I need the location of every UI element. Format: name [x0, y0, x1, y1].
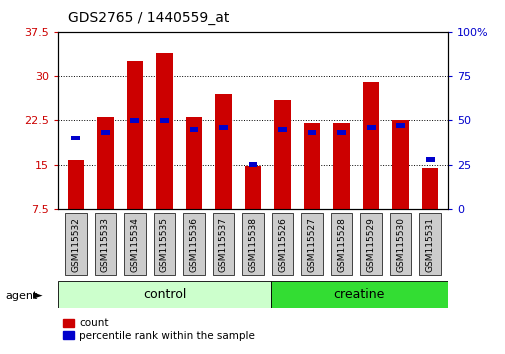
Bar — [419, 213, 440, 275]
Bar — [270, 281, 447, 308]
Text: GSM115528: GSM115528 — [336, 217, 345, 272]
Text: control: control — [142, 288, 186, 301]
Bar — [333, 123, 349, 209]
Bar — [71, 136, 80, 141]
Bar — [124, 213, 145, 275]
Bar — [395, 123, 404, 128]
Bar — [94, 213, 116, 275]
Bar — [127, 61, 143, 209]
Text: GSM115530: GSM115530 — [395, 217, 405, 272]
Bar — [156, 52, 172, 209]
Text: GSM115535: GSM115535 — [160, 217, 169, 272]
Bar — [219, 125, 227, 130]
Bar — [336, 130, 345, 135]
Bar — [366, 125, 375, 130]
Bar — [301, 213, 322, 275]
Bar — [360, 213, 381, 275]
Bar — [97, 118, 113, 209]
Text: GSM115529: GSM115529 — [366, 217, 375, 272]
Bar — [213, 213, 234, 275]
Text: GSM115527: GSM115527 — [307, 217, 316, 272]
Bar — [130, 118, 139, 123]
Bar — [65, 213, 86, 275]
Bar — [185, 118, 201, 209]
Text: GSM115533: GSM115533 — [100, 217, 110, 272]
Bar — [304, 123, 320, 209]
Bar — [154, 213, 175, 275]
Bar — [183, 213, 204, 275]
Bar — [58, 281, 270, 308]
Bar — [101, 130, 110, 135]
Bar — [425, 157, 434, 162]
Bar — [189, 127, 198, 132]
Bar — [389, 213, 411, 275]
Bar — [274, 100, 290, 209]
Text: creatine: creatine — [333, 288, 384, 301]
Text: GSM115538: GSM115538 — [248, 217, 257, 272]
Bar — [330, 213, 351, 275]
Text: GSM115534: GSM115534 — [130, 217, 139, 272]
Bar — [278, 127, 286, 132]
Text: GSM115536: GSM115536 — [189, 217, 198, 272]
Text: GSM115537: GSM115537 — [219, 217, 228, 272]
Bar — [421, 167, 437, 209]
Bar — [244, 166, 261, 209]
Text: agent: agent — [5, 291, 37, 301]
Bar — [68, 160, 84, 209]
Text: GDS2765 / 1440559_at: GDS2765 / 1440559_at — [68, 11, 229, 25]
Bar — [362, 82, 378, 209]
Bar — [248, 162, 257, 167]
Bar — [307, 130, 316, 135]
Bar — [242, 213, 263, 275]
Bar — [160, 118, 169, 123]
Text: GSM115532: GSM115532 — [71, 217, 80, 272]
Text: ►: ► — [33, 289, 43, 302]
Legend: count, percentile rank within the sample: count, percentile rank within the sample — [63, 319, 255, 341]
Bar — [392, 120, 408, 209]
Text: GSM115526: GSM115526 — [277, 217, 286, 272]
Bar — [271, 213, 292, 275]
Text: GSM115531: GSM115531 — [425, 217, 434, 272]
Bar — [215, 94, 231, 209]
